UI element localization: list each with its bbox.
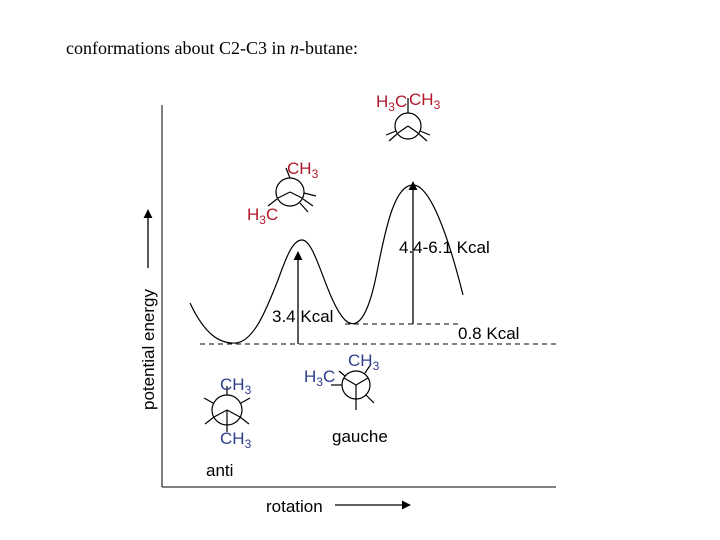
eclipsed-partial-top-sub: 3 [312, 167, 319, 181]
title-italic: n [289, 38, 299, 58]
eclipsed-full-left-sub: 3 [388, 100, 395, 114]
eclipsed-full-right-label: CH [409, 90, 434, 109]
second-barrier-label: 4.4-6.1 Kcal [399, 238, 490, 257]
eclipsed-full-right-sub: 3 [434, 98, 441, 112]
eclipsed-partial-left-group: H3C [247, 205, 278, 227]
anti-bottom-label: CH [220, 429, 245, 448]
gauche-left-sub: 3 [316, 375, 323, 389]
gauche-left-group: H3C [304, 367, 335, 389]
anti-top-sub: 3 [245, 383, 252, 397]
eclipsed-full-right-group: CH3 [409, 90, 441, 112]
gauche-right-group: CH3 [348, 351, 380, 373]
eclipsed-full-left-b: C [395, 92, 407, 111]
eclipsed-full-left-a: H [376, 92, 388, 111]
eclipsed-partial-left-a: H [247, 205, 259, 224]
gauche-left-b: C [323, 367, 335, 386]
eclipsed-partial-top-group: CH3 [287, 159, 319, 181]
eclipsed-partial-newman [267, 167, 317, 213]
eclipsed-full-newman [385, 98, 431, 142]
x-axis-label: rotation [266, 497, 323, 516]
title-suffix: -butane: [298, 38, 358, 58]
anti-bottom-group: CH3 [220, 429, 252, 451]
title-prefix: conformations about C2-C3 in [66, 38, 290, 58]
gauche-left-a: H [304, 367, 316, 386]
gauche-newman [331, 363, 375, 410]
gauche-label: gauche [332, 427, 388, 446]
eclipsed-partial-left-sub: 3 [259, 213, 266, 227]
gauche-right-label: CH [348, 351, 373, 370]
anti-bottom-sub: 3 [245, 437, 252, 451]
eclipsed-partial-top-label: CH [287, 159, 312, 178]
eclipsed-partial-left-b: C [266, 205, 278, 224]
page-title: conformations about C2-C3 in n-butane: [66, 38, 358, 59]
gauche-offset-label: 0.8 Kcal [458, 324, 519, 343]
eclipsed-full-left-group: H3C [376, 92, 407, 114]
y-axis-label: potential energy [139, 289, 158, 410]
anti-top-label: CH [220, 375, 245, 394]
gauche-right-sub: 3 [373, 359, 380, 373]
anti-newman [203, 386, 251, 432]
first-barrier-label: 3.4 Kcal [272, 307, 333, 326]
anti-top-group: CH3 [220, 375, 252, 397]
anti-label: anti [206, 461, 233, 480]
